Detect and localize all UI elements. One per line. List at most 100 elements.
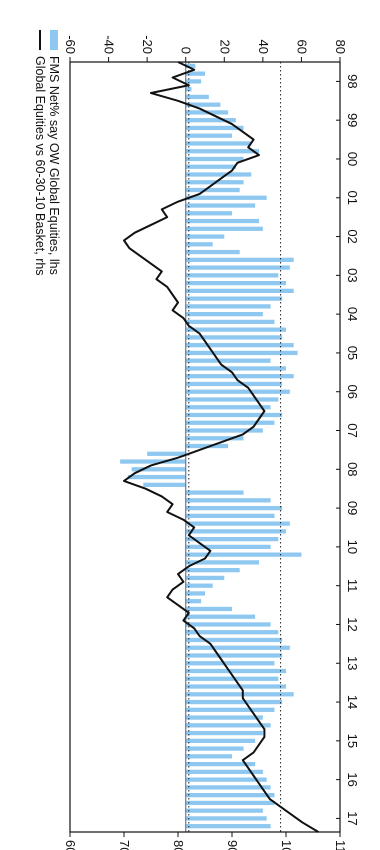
bar [185,521,290,526]
bar [185,257,294,262]
x-tick-label: 16 [345,772,360,786]
bar [185,443,229,449]
bar [185,684,286,689]
x-tick-label: 09 [345,501,360,515]
x-tick-label: 14 [345,695,360,709]
bar [185,490,244,495]
x-tick-label: 13 [345,656,360,670]
bar [185,218,259,224]
bar [185,661,275,666]
left-tick-label: 0 [179,47,194,54]
left-tick-label: -20 [140,35,155,54]
x-tick-label: 10 [345,540,360,554]
bar [185,505,283,511]
bar [185,552,302,557]
bar [185,234,225,239]
bar [185,583,213,588]
right-tick-label: 60 [63,840,78,850]
bar [185,614,256,619]
x-tick-label: 06 [345,384,360,398]
bar [185,746,244,751]
bar [185,265,290,270]
x-tick-label: 15 [345,734,360,748]
bar [185,529,286,534]
bar [185,428,263,433]
bar [185,606,232,612]
bar [185,653,283,658]
bar [185,288,294,294]
x-tick-label: 07 [345,423,360,437]
bar [185,816,267,821]
bar [185,707,275,712]
bars-layer [120,62,302,832]
bar [185,343,294,348]
rotated-chart-layer: -60-40-200204060806070809010011098990001… [33,30,360,850]
bar [185,304,271,309]
bar [185,79,202,84]
bar [185,420,275,425]
bar [185,94,209,100]
line-layer [123,61,319,833]
bar [185,187,240,193]
bar [185,312,263,317]
bar [185,211,232,216]
left-tick-label: 40 [256,40,271,54]
bar [185,226,263,231]
bar [120,459,186,464]
right-tick-label: 90 [225,840,240,850]
bar [185,676,279,681]
bar [185,71,205,76]
reference-lines-layer [188,62,282,832]
bar [185,405,271,410]
bar [185,141,252,146]
legend-label-bars: FMS Net% say OW Global Equities, lhs [47,56,61,275]
bar [185,715,263,720]
bar [185,808,263,813]
bar [185,622,271,627]
series-line [123,61,319,833]
bar [185,335,283,340]
bar [185,738,256,743]
left-tick-label: 80 [333,40,348,54]
bar [185,630,279,635]
bar [185,172,252,177]
bar [185,366,286,371]
bar [185,723,271,728]
right-tick-label: 100 [279,840,294,850]
bar [185,785,271,790]
left-tick-label: 20 [217,40,232,54]
x-tick-label: 04 [345,307,360,321]
bar [185,358,271,363]
bar [185,280,286,286]
bar [185,87,192,92]
bar [185,381,283,387]
bar [143,482,186,487]
bar [185,195,267,200]
bar [185,645,290,650]
bar [185,730,263,736]
bar [185,754,232,759]
bar [185,149,259,154]
legend-label-line: Global Equities vs 60-30-10 Basket, rhs [33,56,47,276]
x-tick-label: 00 [345,152,360,166]
bar [185,637,283,643]
x-tick-label: 03 [345,268,360,282]
bar [185,536,279,542]
bar [185,699,283,705]
x-tick-label: 02 [345,229,360,243]
axes-layer: -60-40-200204060806070809010011098990001… [63,35,360,850]
right-tick-label: 110 [333,840,348,850]
bar [185,133,232,138]
x-tick-label: 08 [345,462,360,476]
bar [185,568,240,573]
bar [185,327,286,332]
bar [185,591,205,596]
bar [185,125,244,131]
bar [185,273,279,278]
bar [185,164,236,169]
bar [147,451,186,456]
right-tick-label: 70 [117,840,132,850]
bar [185,296,283,301]
